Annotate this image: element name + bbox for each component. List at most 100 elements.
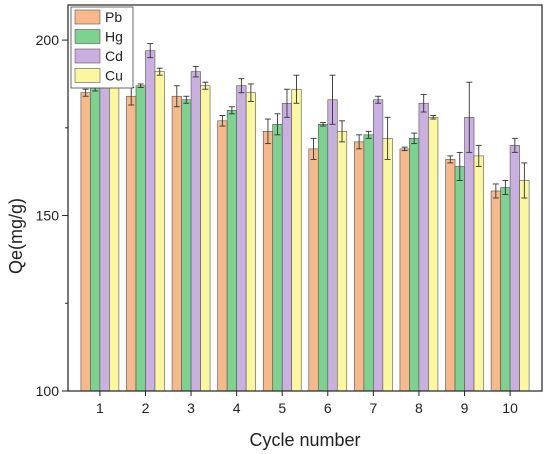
bar-hg-cycle-3	[181, 99, 192, 392]
legend-label-pb: Pb	[105, 9, 122, 25]
error-bar-pb-cycle-10	[492, 183, 499, 199]
bar-cu-cycle-1	[109, 71, 120, 392]
error-bar-cd-cycle-9	[466, 81, 473, 153]
bar-cu-cycle-8	[428, 116, 439, 392]
bar-cd-cycle-9	[464, 116, 475, 392]
legend: Pb Hg Cd Cu	[70, 6, 134, 89]
axes-frame	[67, 4, 543, 392]
error-bar-pb-cycle-9	[447, 155, 454, 164]
bar-hg-cycle-2	[135, 85, 146, 392]
error-bar-cd-cycle-5	[283, 88, 290, 118]
bar-hg-cycle-1	[90, 85, 101, 392]
axes: 100 150 200 1 2 3 4 5 6 7 8 9 10	[36, 4, 543, 416]
legend-swatch-cu	[74, 68, 101, 83]
legend-label-cu: Cu	[105, 68, 123, 84]
x-tick-label: 9	[461, 400, 469, 416]
bar-cu-cycle-4	[245, 92, 256, 392]
x-tick-label: 2	[142, 400, 150, 416]
bar-cu-cycle-5	[291, 88, 302, 392]
error-bar-hg-cycle-5	[274, 113, 281, 136]
bar-pb-cycle-5	[262, 131, 274, 392]
error-bar-cu-cycle-7	[384, 116, 391, 160]
bar-hg-cycle-6	[317, 124, 329, 392]
x-axis-title: Cycle number	[249, 430, 360, 450]
error-bar-cd-cycle-8	[420, 94, 427, 113]
bar-pb-cycle-8	[399, 148, 410, 392]
error-bar-cu-cycle-5	[293, 74, 300, 104]
error-bar-cd-cycle-7	[375, 95, 382, 104]
bar-cu-cycle-10	[519, 180, 530, 392]
error-bar-cd-cycle-3	[192, 65, 199, 78]
error-bar-hg-cycle-8	[411, 132, 418, 145]
bar-cd-cycle-3	[190, 71, 201, 392]
error-bar-cd-cycle-6	[329, 74, 336, 125]
error-bar-cu-cycle-6	[339, 120, 346, 143]
error-bar-cd-cycle-10	[511, 137, 518, 153]
bar-cu-cycle-2	[154, 71, 165, 392]
error-bar-hg-cycle-7	[365, 130, 372, 139]
x-tick-label: 6	[324, 400, 332, 416]
bar-hg-cycle-8	[409, 138, 420, 392]
error-bar-hg-cycle-6	[320, 122, 327, 127]
error-bar-pb-cycle-4	[219, 115, 226, 127]
error-bar-pb-cycle-8	[401, 146, 408, 152]
error-bar-hg-cycle-10	[502, 180, 509, 195]
bar-hg-cycle-7	[363, 134, 374, 392]
bar-pb-cycle-4	[217, 120, 228, 392]
error-bar-cu-cycle-4	[247, 83, 254, 102]
legend-label-cd: Cd	[105, 48, 123, 64]
x-tick-label: 5	[278, 400, 286, 416]
error-bar-cu-cycle-10	[521, 162, 528, 199]
bar-pb-cycle-10	[490, 190, 501, 392]
error-bar-cu-cycle-2	[156, 67, 163, 76]
y-tick-label: 100	[36, 383, 60, 399]
bar-pb-cycle-7	[354, 141, 365, 392]
x-tick-label: 8	[415, 400, 423, 416]
bar-cd-cycle-8	[418, 102, 429, 392]
bar-cd-cycle-10	[509, 145, 520, 392]
error-bar-pb-cycle-5	[264, 118, 271, 145]
error-bar-pb-cycle-3	[173, 85, 180, 108]
bar-pb-cycle-2	[126, 95, 137, 392]
error-bar-hg-cycle-9	[456, 151, 463, 181]
bar-cd-cycle-7	[373, 99, 384, 392]
bar-hg-cycle-9	[454, 166, 465, 392]
error-bar-cu-cycle-3	[202, 81, 209, 90]
bar-cd-cycle-1	[99, 50, 110, 392]
bar-hg-cycle-4	[226, 109, 237, 392]
bar-pb-cycle-1	[80, 92, 91, 392]
legend-label-hg: Hg	[105, 29, 123, 45]
bar-hg-cycle-10	[500, 187, 511, 392]
bar-cu-cycle-3	[200, 85, 211, 392]
bar-cd-cycle-4	[236, 85, 247, 392]
bar-cu-cycle-7	[382, 138, 393, 392]
bar-cu-cycle-9	[473, 155, 484, 392]
x-tick-label: 3	[187, 400, 195, 416]
bar-hg-cycle-5	[272, 124, 283, 392]
x-tick-label: 10	[502, 400, 518, 416]
error-bar-hg-cycle-4	[228, 106, 235, 115]
legend-swatch-hg	[74, 29, 101, 44]
bar-cd-cycle-6	[327, 99, 338, 392]
x-tick-label: 4	[233, 400, 241, 416]
bar-pb-cycle-9	[445, 159, 456, 392]
legend-swatch-pb	[74, 9, 101, 25]
y-tick-label: 150	[36, 208, 60, 224]
y-tick-label: 200	[36, 32, 60, 48]
bar-cu-cycle-6	[336, 131, 348, 392]
error-bar-cu-cycle-8	[430, 115, 437, 120]
x-tick-label: 7	[369, 400, 377, 416]
error-bar-cd-cycle-2	[147, 43, 154, 59]
error-bar-hg-cycle-2	[137, 83, 144, 88]
error-bar-pb-cycle-1	[82, 88, 89, 97]
x-tick-label: 1	[96, 400, 104, 416]
bar-cd-cycle-5	[281, 102, 293, 392]
legend-swatch-cd	[74, 48, 101, 64]
error-bar-cd-cycle-4	[238, 78, 245, 94]
error-bar-cu-cycle-9	[475, 144, 482, 167]
bar-pb-cycle-6	[308, 148, 319, 392]
error-bar-pb-cycle-6	[310, 137, 317, 160]
bar-cd-cycle-2	[145, 50, 156, 392]
error-bar-hg-cycle-3	[183, 95, 190, 104]
